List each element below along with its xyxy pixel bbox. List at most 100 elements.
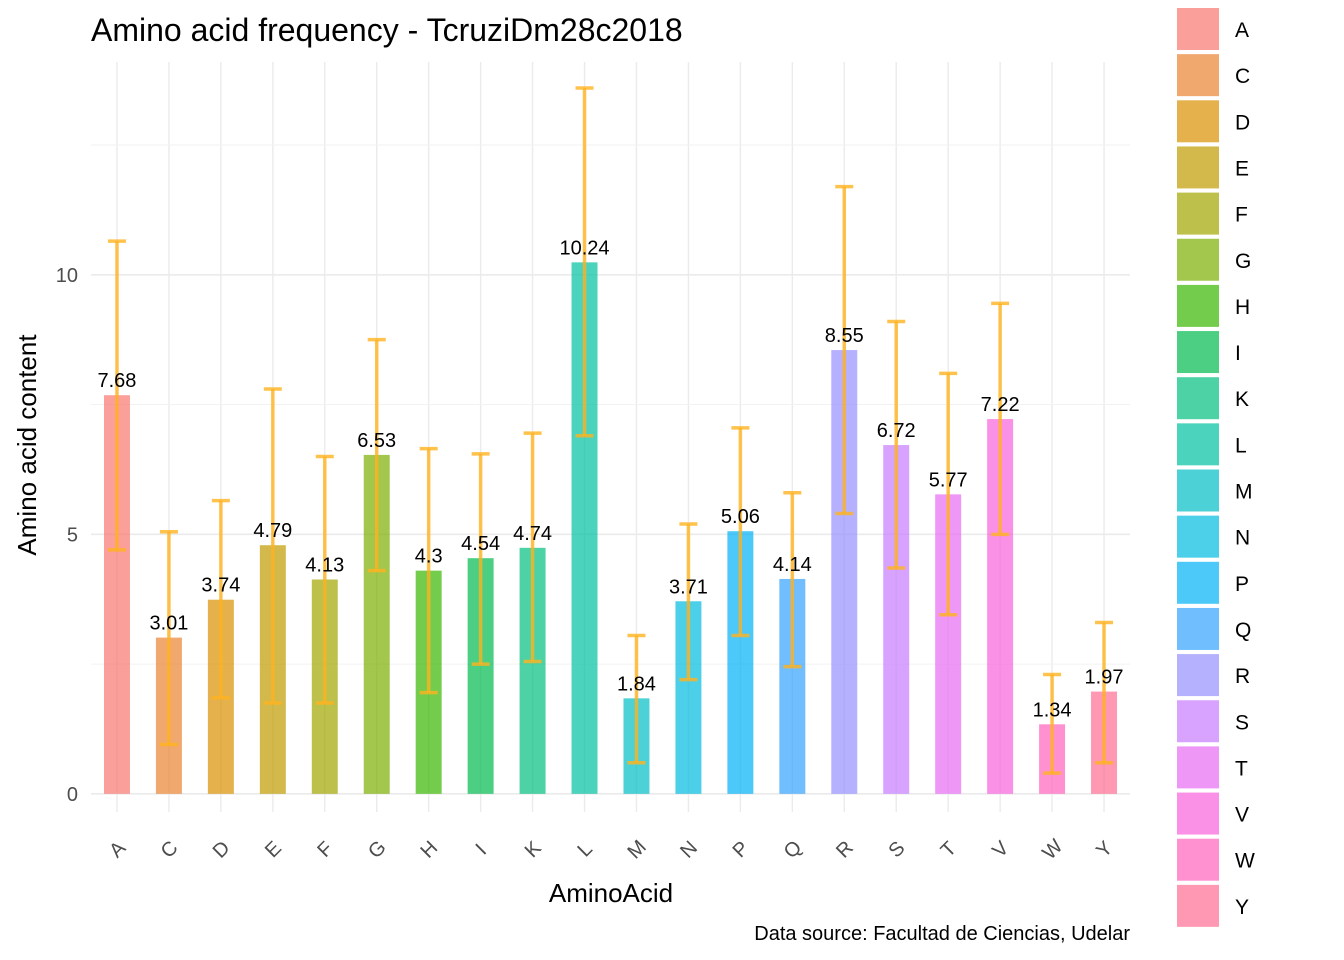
x-axis-title: AminoAcid [549,878,673,908]
legend-label-V: V [1235,804,1249,827]
x-tick-label-Q: Q [780,836,807,863]
legend-label-N: N [1235,527,1250,550]
y-axis-ticks: 0 5 10 [56,265,78,806]
error-bar-Q [783,491,802,669]
x-tick-label-R: R [832,837,858,863]
legend-key-I [1177,331,1219,374]
legend-key-L [1177,423,1219,466]
legend-label-S: S [1235,711,1249,734]
error-bar-D [211,498,230,700]
y-tick-label: 10 [56,265,78,287]
error-bars-group [107,86,1114,775]
error-bar-N [679,522,698,682]
legend-key-C [1177,54,1219,97]
legend-label-I: I [1235,342,1241,365]
data-label-P: 5.06 [721,506,760,528]
legend-label-E: E [1235,157,1249,180]
legend-label-C: C [1235,65,1250,88]
legend-label-P: P [1235,573,1249,596]
legend-key-W [1177,838,1219,881]
data-label-G: 6.53 [357,430,396,452]
error-bar-C [159,529,178,747]
legend-key-E [1177,146,1219,189]
data-label-T: 5.77 [929,469,968,491]
y-axis-title: Amino acid content [12,334,42,556]
legend-key-S [1177,700,1219,743]
data-label-S: 6.72 [877,420,916,442]
data-label-Y: 1.97 [1085,667,1124,689]
data-label-C: 3.01 [149,613,188,635]
x-tick-label-P: P [729,837,754,862]
error-bar-S [887,319,906,570]
legend-key-Q [1177,607,1219,650]
legend-key-G [1177,238,1219,281]
chart-title: Amino acid frequency - TcruziDm28c2018 [91,12,683,48]
x-tick-label-L: L [574,838,597,861]
error-bar-L [575,86,594,438]
x-tick-label-F: F [313,838,337,862]
legend-label-H: H [1235,296,1250,319]
error-bar-R [835,184,854,516]
legend-key-N [1177,515,1219,558]
x-tick-label-D: D [209,837,235,863]
data-label-R: 8.55 [825,325,864,347]
data-labels-group: 7.68 3.01 3.74 4.79 4.13 6.53 4.3 4.54 4.74 10.24… [98,237,1124,721]
data-label-H: 4.3 [415,546,443,568]
data-label-K: 4.74 [513,523,552,545]
x-tick-label-Y: Y [1092,837,1117,862]
legend-label-Y: Y [1235,896,1249,919]
legend-key-A [1177,8,1219,50]
error-bar-Y [1095,620,1114,765]
legend-key-P [1177,561,1219,604]
y-tick-label: 5 [67,524,78,546]
legend-label-M: M [1235,481,1253,504]
data-label-I: 4.54 [461,533,500,555]
x-tick-label-N: N [676,837,702,863]
x-tick-label-T: T [937,838,961,862]
legend-label-G: G [1235,250,1251,273]
data-label-E: 4.79 [253,520,292,542]
legend-key-Y [1177,884,1219,927]
data-label-D: 3.74 [201,575,240,597]
data-label-V: 7.22 [981,394,1020,416]
legend-key-T [1177,746,1219,789]
error-bar-A [107,239,126,552]
legend-label-F: F [1235,204,1248,227]
x-tick-label-H: H [416,837,442,863]
error-bar-K [523,431,542,664]
legend-key-K [1177,377,1219,420]
legend-label-L: L [1235,434,1247,457]
error-bar-F [315,454,334,705]
legend-key-V [1177,792,1219,835]
error-bar-P [731,426,750,638]
x-tick-label-K: K [521,837,546,862]
legend-label-R: R [1235,665,1250,688]
legend-label-T: T [1235,757,1248,780]
x-tick-label-W: W [1038,835,1067,864]
data-label-L: 10.24 [559,237,609,259]
data-label-M: 1.84 [617,673,656,695]
error-bar-V [991,301,1010,537]
legend-key-F [1177,192,1219,235]
error-bar-G [367,337,386,573]
x-tick-label-S: S [884,837,909,862]
x-tick-label-G: G [364,836,391,863]
legend-label-Q: Q [1235,619,1251,642]
error-bar-T [939,371,958,617]
legend-key-H [1177,284,1219,327]
x-tick-label-C: C [157,837,183,863]
error-bar-E [263,387,282,705]
data-label-Q: 4.14 [773,554,812,576]
legend-label-D: D [1235,111,1250,134]
legend-label-A: A [1235,19,1249,42]
x-tick-label-A: A [105,837,130,862]
x-tick-label-V: V [988,837,1013,862]
legend-label-W: W [1235,850,1255,873]
data-label-N: 3.71 [669,576,708,598]
error-bar-W [1043,672,1062,775]
legend-label-K: K [1235,388,1249,411]
error-bar-M [627,633,646,765]
data-source-caption: Data source: Facultad de Ciencias, Udela… [754,923,1130,945]
